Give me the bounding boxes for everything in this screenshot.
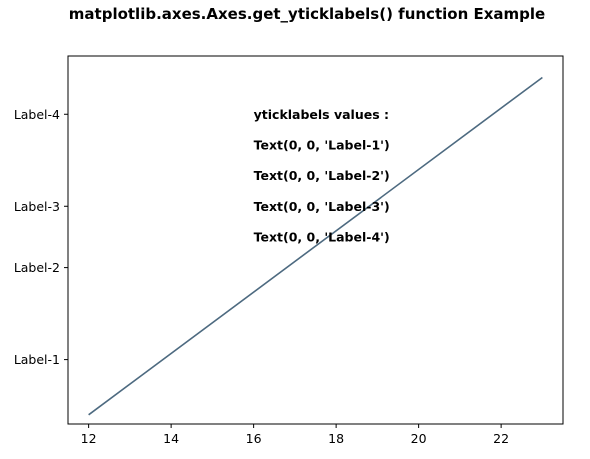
series-line [88, 76, 543, 416]
x-tick-label: 12 [81, 431, 97, 446]
chart-title: matplotlib.axes.Axes.get_yticklabels() f… [69, 5, 545, 23]
plot-area-frame [67, 55, 564, 425]
x-tick-label: 18 [328, 431, 344, 446]
annotation-text: yticklabels values : [254, 107, 389, 122]
x-tick-label: 20 [411, 431, 427, 446]
annotation-text: Text(0, 0, 'Label-1') [254, 137, 390, 152]
annotation-text: Text(0, 0, 'Label-2') [254, 168, 390, 183]
annotation-layer: yticklabels values : Text(0, 0, 'Label-1'… [254, 107, 390, 245]
y-axis: Label-1 Label-2 Label-3 Label-4 [14, 107, 68, 367]
annotation-text: Text(0, 0, 'Label-3') [254, 199, 390, 214]
y-tick-label: Label-2 [14, 260, 60, 275]
series-layer [88, 76, 543, 416]
y-tick-label: Label-1 [14, 352, 60, 367]
x-axis: 12 14 16 18 20 22 [81, 424, 509, 446]
x-tick-label: 16 [246, 431, 262, 446]
x-tick-label: 14 [163, 431, 179, 446]
x-tick-label: 22 [493, 431, 509, 446]
y-tick-label: Label-3 [14, 199, 60, 214]
y-tick-label: Label-4 [14, 107, 60, 122]
annotation-text: Text(0, 0, 'Label-4') [254, 229, 390, 244]
